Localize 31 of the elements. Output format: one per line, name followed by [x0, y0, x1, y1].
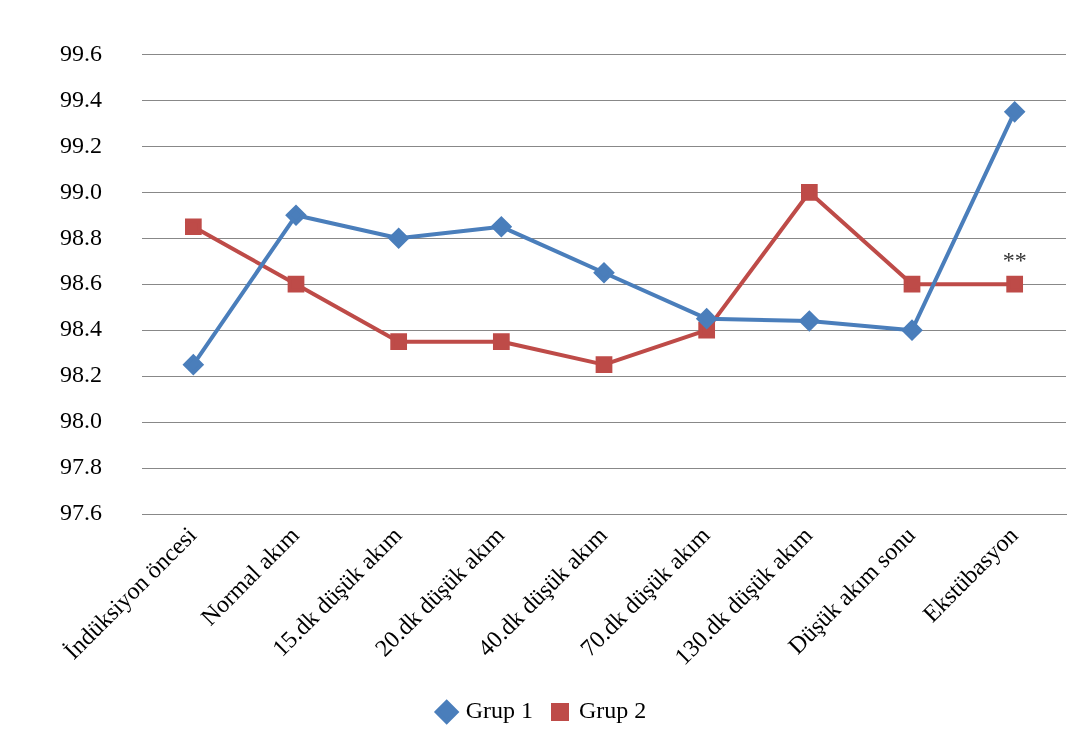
point [1004, 101, 1025, 122]
point [902, 320, 922, 341]
point [184, 218, 202, 236]
y-tick-label: 98.6 [60, 269, 102, 296]
y-tick-label: 99.6 [60, 39, 102, 66]
point [1006, 275, 1024, 293]
y-tick-label: 98.0 [60, 407, 102, 434]
point [491, 216, 512, 237]
legend-label: Grup 2 [579, 697, 647, 724]
point [183, 354, 204, 375]
point [595, 356, 613, 373]
point [390, 333, 408, 351]
y-tick-label: 99.0 [60, 177, 102, 204]
point [286, 205, 306, 226]
point [594, 262, 614, 283]
point [492, 333, 510, 351]
point [903, 275, 921, 293]
annotation: ** [1002, 247, 1027, 274]
point [287, 275, 305, 293]
y-tick-label: 99.2 [60, 131, 102, 158]
legend-label: Grup 1 [465, 697, 533, 724]
y-tick-label: 98.4 [60, 315, 102, 342]
y-tick-label: 97.8 [60, 453, 102, 480]
y-tick-label: 97.6 [60, 499, 102, 526]
point [388, 228, 409, 249]
y-tick-label: 98.2 [60, 361, 102, 388]
point [696, 308, 717, 329]
y-tick-label: 99.4 [60, 85, 102, 112]
point [799, 310, 820, 331]
point [800, 183, 818, 201]
y-tick-label: 98.8 [60, 223, 102, 250]
